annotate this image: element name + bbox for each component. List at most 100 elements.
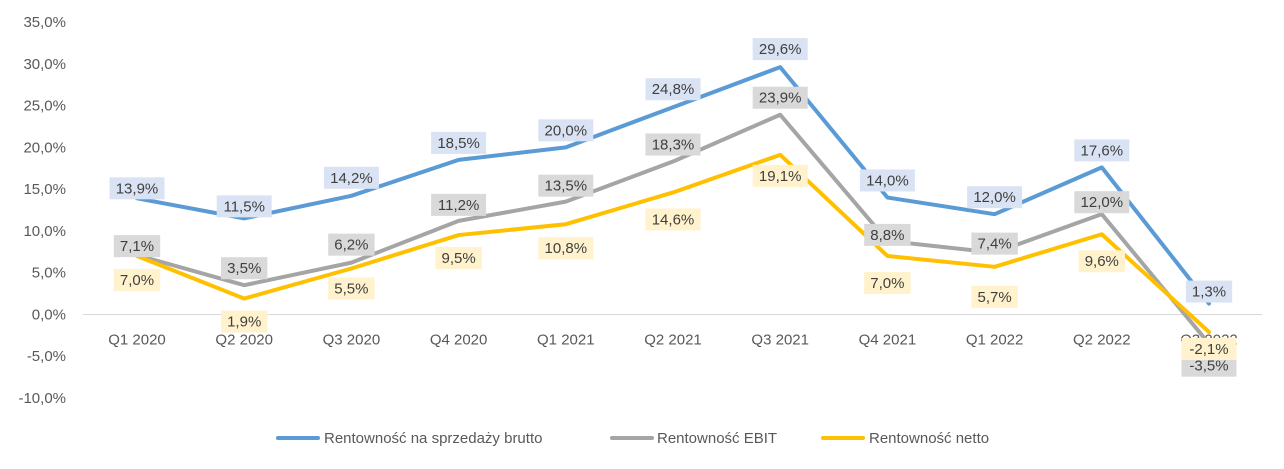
legend-item: Rentowność EBIT — [610, 430, 777, 447]
x-tick-label: Q4 2020 — [430, 331, 488, 348]
x-tick-label: Q1 2022 — [966, 331, 1024, 348]
data-label-box — [113, 268, 161, 291]
data-label: -3,5% — [1181, 354, 1237, 377]
data-label-box — [971, 285, 1018, 308]
x-tick-label: Q2 2021 — [644, 331, 702, 348]
data-label: 10,8% — [538, 237, 594, 260]
y-tick-label: 15,0% — [23, 181, 66, 198]
data-label: 23,9% — [752, 86, 808, 109]
data-label-text: 8,8% — [870, 227, 904, 244]
data-label-text: 18,3% — [652, 137, 695, 154]
data-label: 20,0% — [538, 119, 594, 142]
data-label-box — [1078, 250, 1125, 273]
legend-label: Rentowność EBIT — [657, 430, 777, 447]
data-label: 18,3% — [645, 133, 701, 156]
data-label-box — [431, 193, 487, 216]
data-label-text: 12,0% — [973, 189, 1016, 206]
y-tick-label: -5,0% — [27, 348, 66, 365]
data-label-box — [328, 233, 375, 256]
data-label-text: 3,5% — [227, 260, 261, 277]
data-label-box — [221, 310, 268, 333]
data-label-text: 10,8% — [545, 240, 588, 257]
data-label-text: 7,0% — [870, 275, 904, 292]
data-label-text: 7,0% — [120, 272, 154, 289]
data-label: 24,8% — [645, 78, 701, 101]
data-label-box — [109, 177, 165, 200]
data-label-box — [113, 235, 161, 258]
data-label-text: 12,0% — [1081, 194, 1124, 211]
legend-label: Rentowność netto — [869, 430, 989, 447]
data-label: 1,3% — [1185, 280, 1233, 303]
data-label: 9,6% — [1078, 250, 1125, 273]
data-label-box — [221, 257, 268, 280]
data-label-text: 14,6% — [652, 211, 695, 228]
y-tick-label: 25,0% — [23, 98, 66, 115]
data-label-box — [435, 247, 482, 270]
data-label-text: 23,9% — [759, 90, 802, 107]
series-lines — [135, 65, 1211, 346]
data-label-box — [752, 86, 808, 109]
data-label: 13,9% — [109, 177, 165, 200]
data-label-box — [752, 38, 808, 61]
data-label: 12,0% — [1074, 191, 1130, 214]
data-label-box — [1074, 139, 1130, 162]
data-label-text: -3,5% — [1189, 358, 1228, 375]
data-label: 1,9% — [221, 310, 268, 333]
data-label-box — [967, 186, 1023, 209]
x-tick-label: Q4 2021 — [859, 331, 917, 348]
legend-label: Rentowność na sprzedaży brutto — [324, 430, 542, 447]
data-label-box — [859, 169, 915, 192]
data-label: 11,2% — [431, 193, 487, 216]
data-label: 3,5% — [221, 257, 268, 280]
data-label-box — [1181, 337, 1237, 360]
data-label-text: 14,0% — [866, 172, 909, 189]
data-label-text: 19,1% — [759, 168, 802, 185]
data-label: 5,7% — [971, 285, 1018, 308]
x-tick-label: Q1 2021 — [537, 331, 595, 348]
data-label: 11,5% — [216, 195, 272, 218]
data-label-box — [538, 119, 594, 142]
x-tick-label: Q2 2022 — [1073, 331, 1131, 348]
data-label: 14,0% — [859, 169, 915, 192]
data-label: 6,2% — [328, 233, 375, 256]
data-label-text: 1,3% — [1192, 284, 1226, 301]
data-label-text: 9,5% — [441, 250, 475, 267]
series-line-2 — [135, 112, 1211, 346]
x-tick-label: Q3 2021 — [751, 331, 809, 348]
y-tick-label: 10,0% — [23, 223, 66, 240]
data-label: 13,5% — [538, 174, 594, 197]
legend-item: Rentowność na sprzedaży brutto — [276, 430, 542, 447]
data-label-box — [538, 237, 594, 260]
y-axis: 35,0% 30,0% 25,0% 20,0% 15,0% 10,0% 5,0% 0,0% -5… — [18, 14, 66, 407]
y-tick-label: -10,0% — [18, 390, 66, 407]
data-label-box — [1181, 354, 1237, 377]
data-label-text: 13,5% — [545, 178, 588, 195]
data-label-box — [971, 232, 1018, 255]
data-label-text: 6,2% — [334, 237, 368, 254]
data-label-text: 29,6% — [759, 41, 802, 58]
series-line-1 — [135, 65, 1211, 306]
data-label-text: 7,4% — [977, 236, 1011, 253]
data-label-box — [1185, 280, 1233, 303]
data-label-text: 14,2% — [330, 170, 373, 187]
data-label-box — [328, 277, 375, 300]
data-label: 12,0% — [967, 186, 1023, 209]
data-label-text: 5,7% — [977, 289, 1011, 306]
data-label: 29,6% — [752, 38, 808, 61]
data-label: 8,8% — [864, 223, 911, 246]
legend: Rentowność na sprzedaży brutto Rentowność… — [276, 430, 989, 447]
data-label: 7,0% — [113, 268, 161, 291]
data-label-box — [216, 195, 272, 218]
data-label: 7,4% — [971, 232, 1018, 255]
data-label-text: 11,2% — [438, 197, 479, 214]
data-label: 5,5% — [328, 277, 375, 300]
data-label-text: 1,9% — [227, 314, 261, 331]
series-line-3 — [135, 152, 1211, 334]
y-tick-label: 35,0% — [23, 14, 66, 31]
data-label: 17,6% — [1074, 139, 1130, 162]
data-label-text: 5,5% — [334, 280, 368, 297]
data-labels: 13,9% 11,5% 14,2% 18,5% 20,0% 24,8% 29,6% 14,0%… — [109, 38, 1237, 377]
data-label-text: 18,5% — [437, 135, 480, 152]
data-label-box — [323, 166, 379, 189]
data-label: 14,6% — [645, 208, 701, 231]
